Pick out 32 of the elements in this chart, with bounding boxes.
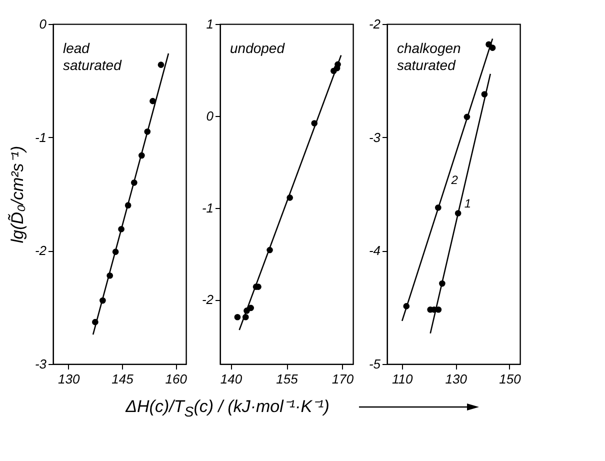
annotation: chalkogen saturated	[397, 40, 462, 73]
series-label: 2	[450, 172, 458, 187]
x-tick-label: 140	[220, 372, 243, 386]
x-tick-label: 150	[499, 372, 522, 386]
point	[248, 304, 254, 312]
y-tick-label: -1	[202, 200, 214, 216]
annotation: lead saturated	[63, 40, 123, 73]
annotation: undoped	[230, 40, 286, 56]
x-tick-label: 155	[276, 372, 299, 386]
y-tick-label: 1	[206, 16, 214, 32]
y-axis-title: lg(D̃₀/cm²s⁻¹)	[8, 146, 27, 244]
x-tick-label: 130	[58, 372, 80, 386]
point	[234, 314, 241, 320]
x-tick-label: 170	[332, 372, 354, 386]
x-axis-title: ΔH(c)/T$_{S}$(c) / (kJ·mol⁻¹·K⁻¹)	[126, 396, 330, 420]
y-tick-label: -2	[202, 292, 214, 308]
y-tick-label: -1	[34, 130, 46, 145]
y-tick-label: -2	[34, 243, 48, 258]
point	[150, 98, 156, 104]
x-tick-label: 160	[165, 372, 188, 386]
x-tick-label: 110	[392, 372, 414, 386]
y-tick-label: -4	[368, 243, 380, 258]
y-tick-label: -2	[368, 16, 382, 32]
y-tick-label: 0	[39, 16, 48, 32]
y-tick-label: -5	[368, 356, 382, 372]
x-tick-label: 145	[112, 372, 134, 386]
x-tick-label: 130	[445, 372, 468, 386]
y-tick-label: -3	[34, 356, 48, 372]
y-tick-label: -3	[368, 130, 382, 145]
point	[158, 62, 164, 68]
y-tick-label: 0	[206, 108, 214, 124]
series-label: 1	[464, 196, 472, 211]
